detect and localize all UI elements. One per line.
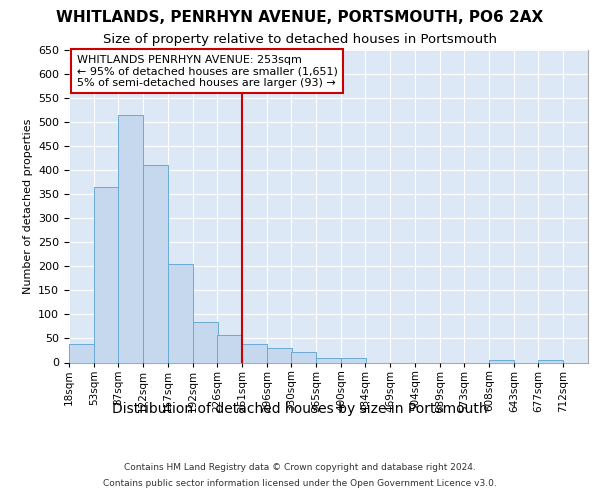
Bar: [242, 344, 267, 362]
Text: Size of property relative to detached houses in Portsmouth: Size of property relative to detached ho…: [103, 32, 497, 46]
Bar: [341, 358, 366, 362]
Text: WHITLANDS PENRHYN AVENUE: 253sqm
← 95% of detached houses are smaller (1,651)
5%: WHITLANDS PENRHYN AVENUE: 253sqm ← 95% o…: [77, 54, 338, 88]
Bar: [168, 264, 193, 362]
Bar: [217, 335, 242, 362]
Text: Contains public sector information licensed under the Open Government Licence v3: Contains public sector information licen…: [103, 478, 497, 488]
Text: Distribution of detached houses by size in Portsmouth: Distribution of detached houses by size …: [112, 402, 488, 416]
Bar: [94, 187, 119, 362]
Bar: [193, 322, 218, 362]
Bar: [118, 115, 143, 362]
Bar: [143, 166, 168, 362]
Bar: [316, 358, 341, 362]
Bar: [291, 352, 316, 362]
Bar: [69, 344, 94, 362]
Bar: [267, 348, 292, 362]
Y-axis label: Number of detached properties: Number of detached properties: [23, 118, 32, 294]
Text: Contains HM Land Registry data © Crown copyright and database right 2024.: Contains HM Land Registry data © Crown c…: [124, 464, 476, 472]
Bar: [538, 360, 563, 362]
Text: WHITLANDS, PENRHYN AVENUE, PORTSMOUTH, PO6 2AX: WHITLANDS, PENRHYN AVENUE, PORTSMOUTH, P…: [56, 10, 544, 25]
Bar: [489, 360, 514, 362]
